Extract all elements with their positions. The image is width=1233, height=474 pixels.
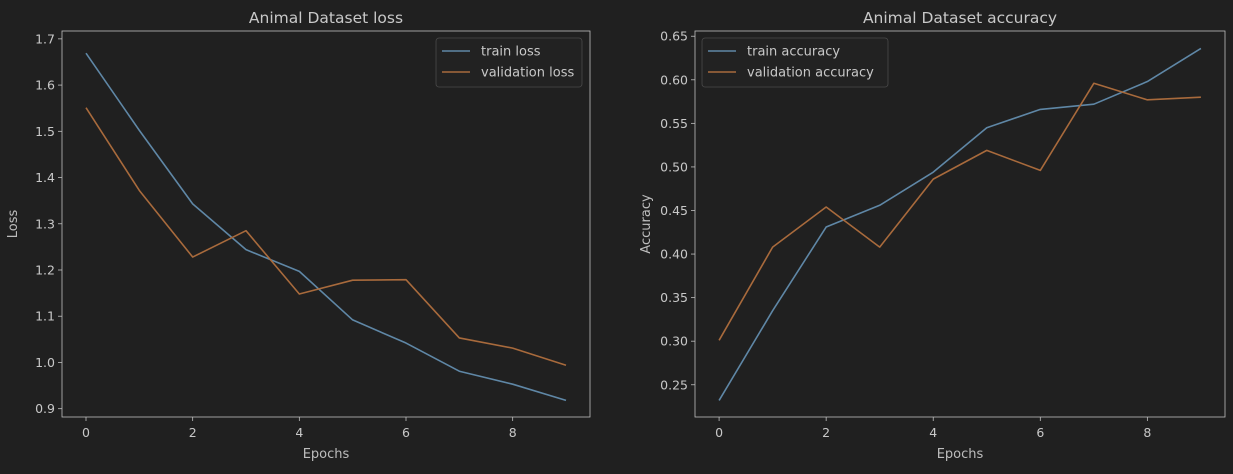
loss-y-tick-label: 1.6: [35, 78, 55, 93]
loss-chart-title: Animal Dataset loss: [249, 9, 403, 27]
accuracy-y-tick-label: 0.30: [660, 334, 688, 349]
loss-legend-train: train loss: [481, 45, 541, 60]
accuracy-y-tick-label: 0.45: [660, 203, 688, 218]
accuracy-legend-validation: validation accuracy: [747, 66, 874, 81]
accuracy-x-tick-label: 0: [715, 425, 723, 440]
loss-x-tick-label: 0: [82, 425, 90, 440]
loss-y-tick-label: 1.0: [35, 355, 55, 370]
loss-y-tick-label: 1.1: [35, 309, 55, 324]
accuracy-legend: train accuracy validation accuracy: [702, 38, 888, 87]
loss-y-tick-label: 1.4: [35, 170, 55, 185]
accuracy-x-tick-label: 6: [1036, 425, 1044, 440]
accuracy-y-tick-label: 0.60: [660, 72, 688, 87]
accuracy-x-axis-label: Epochs: [937, 447, 984, 462]
accuracy-y-tick-label: 0.40: [660, 247, 688, 262]
accuracy-y-tick-label: 0.25: [660, 377, 688, 392]
loss-y-tick-label: 1.7: [35, 31, 55, 46]
loss-x-tick-label: 4: [295, 425, 303, 440]
loss-y-tick-label: 1.2: [35, 262, 55, 277]
loss-y-axis-label: Loss: [6, 210, 21, 239]
loss-legend-validation: validation loss: [481, 66, 574, 81]
loss-x-axis-label: Epochs: [303, 447, 350, 462]
loss-x-tick-label: 8: [509, 425, 517, 440]
accuracy-y-tick-label: 0.35: [660, 290, 688, 305]
accuracy-chart-title: Animal Dataset accuracy: [863, 9, 1057, 27]
accuracy-x-tick-label: 4: [929, 425, 937, 440]
accuracy-x-tick-label: 8: [1143, 425, 1151, 440]
loss-y-tick-label: 0.9: [35, 401, 55, 416]
accuracy-y-tick-label: 0.50: [660, 159, 688, 174]
loss-legend: train loss validation loss: [436, 38, 582, 87]
accuracy-y-axis-label: Accuracy: [639, 194, 654, 254]
loss-x-tick-label: 2: [189, 425, 197, 440]
loss-y-tick-label: 1.5: [35, 124, 55, 139]
loss-x-tick-label: 6: [402, 425, 410, 440]
accuracy-y-tick-label: 0.55: [660, 116, 688, 131]
accuracy-y-tick-label: 0.65: [660, 29, 688, 44]
accuracy-x-tick-label: 2: [822, 425, 830, 440]
loss-y-tick-label: 1.3: [35, 216, 55, 231]
accuracy-legend-train: train accuracy: [747, 45, 840, 60]
